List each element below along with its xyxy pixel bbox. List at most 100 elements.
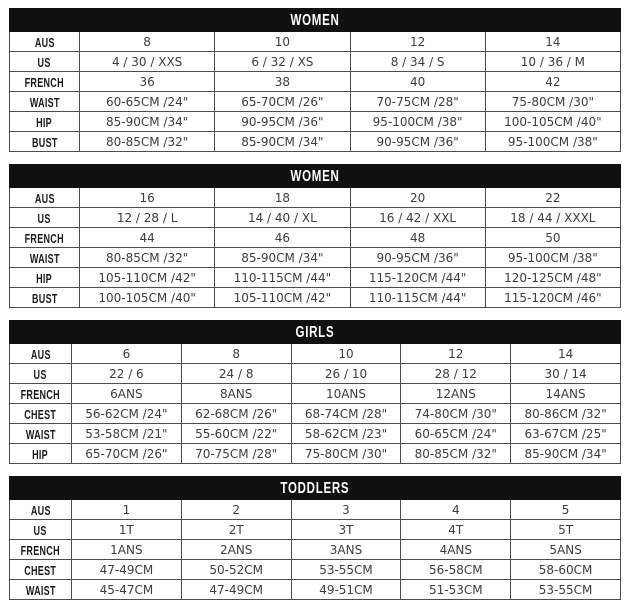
size-cell: 14 / 40 / XL (214, 207, 351, 228)
table-title-text: GIRLS (295, 324, 335, 341)
row-label: FRENCH (9, 227, 80, 248)
row-label: AUS (9, 499, 72, 520)
size-cell: 55-60CM /22" (180, 423, 292, 444)
size-table: TODDLERS AUS 1 2 3 4 5 US 1T 2T 3T 4T 5T FRENCH 1ANS 2… (9, 476, 621, 600)
table-row: CHEST 56-62CM /24" 62-68CM /26" 68-74CM /28… (9, 403, 621, 424)
size-cell: 2 (180, 499, 292, 520)
size-cell: 2ANS (180, 539, 292, 560)
table-row: US 4 / 30 / XXS 6 / 32 / XS 8 / 34 / S 10 / … (9, 51, 622, 72)
size-cell: 8 (180, 343, 292, 364)
size-cell: 8ANS (180, 383, 292, 404)
size-cell: 3ANS (290, 539, 402, 560)
table-body: AUS 8 10 12 14 US 4 / 30 / XXS 6 / 32 / XS 8 / 3… (9, 31, 622, 152)
size-cell: 8 (78, 31, 216, 52)
size-cell: 120-125CM /48" (484, 267, 622, 288)
row-label-text: CHEST (24, 408, 57, 422)
size-cell: 10 (290, 343, 402, 364)
size-cell: 105-110CM /42" (214, 287, 351, 308)
size-cell: 60-65CM /24" (400, 423, 512, 444)
size-cell: 6 / 32 / XS (214, 51, 351, 72)
size-cell: 1ANS (71, 539, 182, 560)
size-cell: 74-80CM /30" (400, 403, 512, 424)
table-row: HIP 105-110CM /42" 110-115CM /44" 115-120CM… (9, 267, 622, 288)
row-label-text: FRENCH (24, 76, 65, 90)
size-cell: 95-100CM /38" (349, 111, 486, 132)
size-cell: 10ANS (290, 383, 402, 404)
size-cell: 46 (214, 227, 351, 248)
size-cell: 3T (290, 519, 402, 540)
row-label-text: AUS (30, 348, 51, 362)
table-title: WOMEN (9, 8, 621, 32)
size-table: WOMEN AUS 16 18 20 22 US 12 / 28 / L 14 / 40 / … (9, 164, 622, 308)
size-cell: 10 / 36 / M (484, 51, 622, 72)
size-cell: 22 (484, 187, 622, 208)
size-cell: 80-85CM /32" (78, 131, 216, 152)
size-cell: 14ANS (510, 383, 621, 404)
table-row: HIP 85-90CM /34" 90-95CM /36" 95-100CM /38"… (9, 111, 622, 132)
size-cell: 60-65CM /24" (78, 91, 216, 112)
size-cell: 38 (214, 71, 351, 92)
size-cell: 100-105CM /40" (484, 111, 622, 132)
size-cell: 115-120CM /44" (349, 267, 486, 288)
size-cell: 5T (510, 519, 621, 540)
size-cell: 6 (71, 343, 182, 364)
size-cell: 4T (400, 519, 512, 540)
size-cell: 5ANS (510, 539, 621, 560)
row-label-text: AUS (34, 36, 55, 50)
table-title: TODDLERS (9, 476, 621, 500)
size-cell: 42 (484, 71, 622, 92)
row-label-text: US (33, 368, 48, 382)
row-label-text: BUST (31, 292, 58, 306)
row-label: WAIST (9, 247, 80, 268)
row-label: AUS (9, 187, 80, 208)
size-cell: 85-90CM /34" (214, 131, 351, 152)
size-cell: 18 / 44 / XXXL (484, 207, 622, 228)
size-cell: 90-95CM /36" (349, 131, 486, 152)
size-cell: 36 (78, 71, 216, 92)
table-body: AUS 16 18 20 22 US 12 / 28 / L 14 / 40 / XL 16 /… (9, 187, 622, 308)
table-title: GIRLS (9, 320, 621, 344)
row-label-text: FRENCH (24, 232, 65, 246)
table-row: AUS 8 10 12 14 (9, 31, 622, 52)
row-label: FRENCH (9, 71, 80, 92)
row-label: HIP (9, 111, 80, 132)
size-cell: 110-115CM /44" (349, 287, 486, 308)
row-label-text: HIP (32, 448, 49, 462)
size-cell: 68-74CM /28" (290, 403, 402, 424)
row-label-text: US (37, 56, 52, 70)
size-cell: 3 (290, 499, 402, 520)
size-cell: 90-95CM /36" (214, 111, 351, 132)
table-row: AUS 1 2 3 4 5 (9, 499, 621, 520)
row-label: WAIST (9, 91, 80, 112)
size-cell: 4 / 30 / XXS (78, 51, 216, 72)
row-label: FRENCH (9, 539, 72, 560)
table-row: FRENCH 6ANS 8ANS 10ANS 12ANS 14ANS (9, 383, 621, 404)
size-cell: 47-49CM (71, 559, 182, 580)
table-row: WAIST 60-65CM /24" 65-70CM /26" 70-75CM /28… (9, 91, 622, 112)
size-cell: 30 / 14 (510, 363, 621, 384)
size-cell: 10 (214, 31, 351, 52)
size-cell: 85-90CM /34" (78, 111, 216, 132)
size-cell: 26 / 10 (290, 363, 402, 384)
row-label-text: HIP (36, 272, 53, 286)
table-header: WOMEN (9, 164, 621, 188)
table-row: CHEST 47-49CM 50-52CM 53-55CM 56-58CM 58-60CM (9, 559, 621, 580)
size-cell: 105-110CM /42" (78, 267, 216, 288)
size-cell: 12 / 28 / L (78, 207, 216, 228)
size-cell: 65-70CM /26" (71, 443, 182, 464)
size-cell: 44 (78, 227, 216, 248)
size-cell: 85-90CM /34" (214, 247, 351, 268)
table-row: US 22 / 6 24 / 8 26 / 10 28 / 12 30 / 14 (9, 363, 621, 384)
table-title-text: WOMEN (290, 168, 340, 185)
size-cell: 4 (400, 499, 512, 520)
row-label: CHEST (9, 559, 72, 580)
size-cell: 110-115CM /44" (214, 267, 351, 288)
table-row: AUS 16 18 20 22 (9, 187, 622, 208)
size-cell: 4ANS (400, 539, 512, 560)
row-label: US (9, 51, 80, 72)
size-cell: 80-85CM /32" (78, 247, 216, 268)
row-label: CHEST (9, 403, 72, 424)
table-row: FRENCH 36 38 40 42 (9, 71, 622, 92)
row-label: BUST (9, 287, 80, 308)
size-cell: 8 / 34 / S (349, 51, 486, 72)
